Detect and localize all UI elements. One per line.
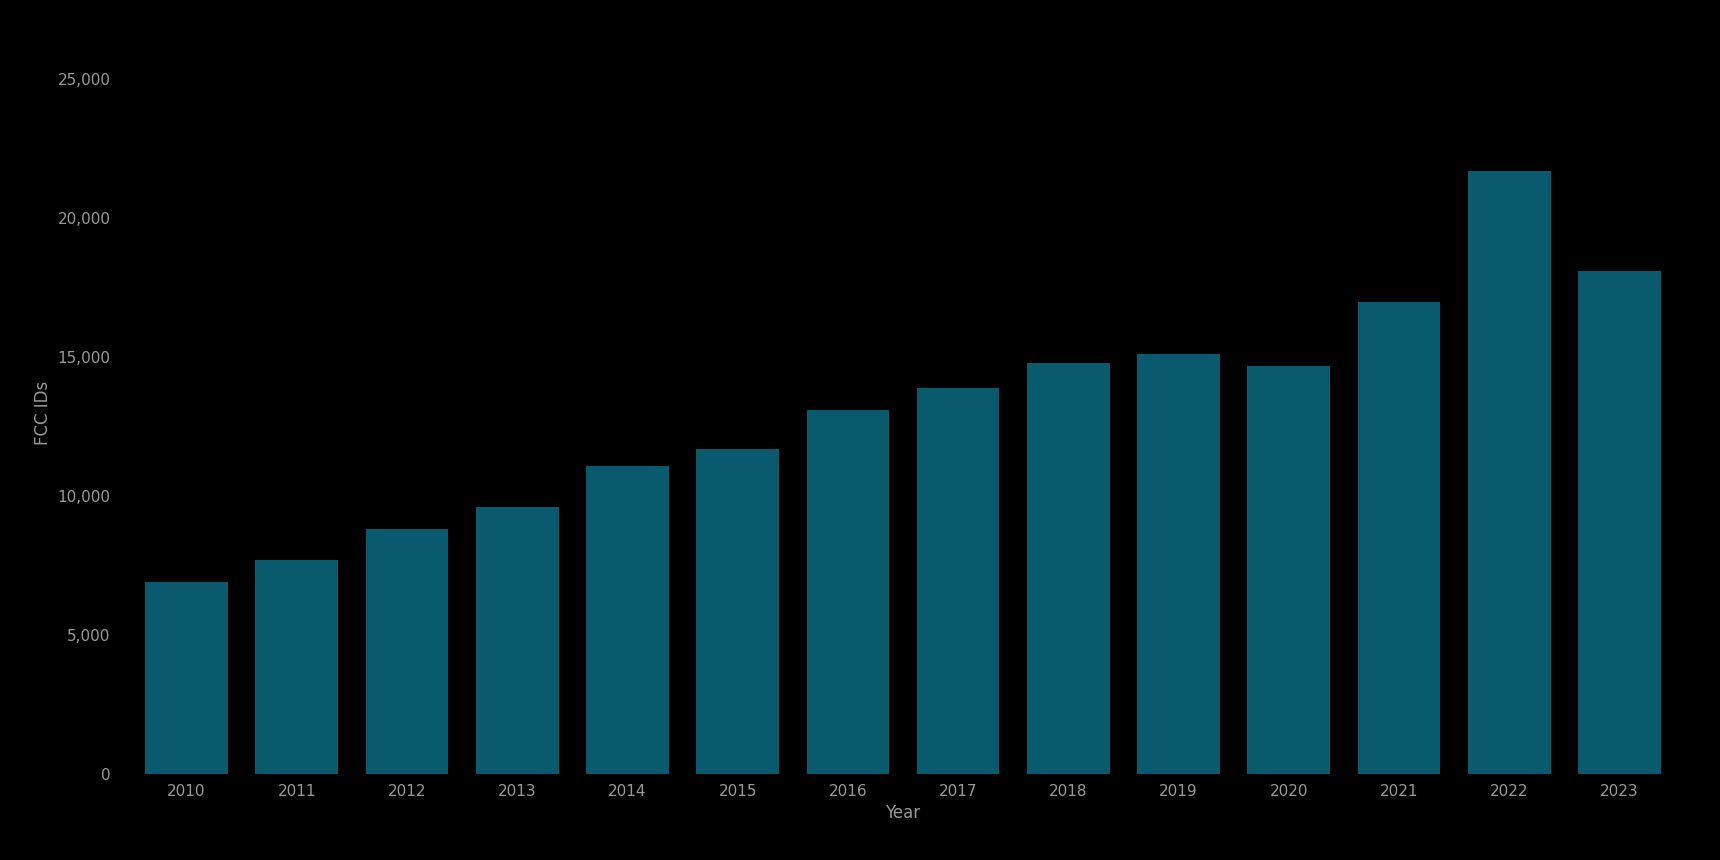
Bar (1027, 363, 1109, 774)
Bar (144, 582, 227, 774)
Y-axis label: FCC IDs: FCC IDs (34, 381, 52, 445)
Bar (587, 465, 669, 774)
Bar (697, 449, 779, 774)
Bar (1357, 302, 1440, 774)
Bar (1137, 354, 1219, 774)
Bar (1467, 171, 1550, 774)
Bar (366, 530, 449, 774)
Bar (1247, 366, 1330, 774)
Bar (256, 560, 339, 774)
X-axis label: Year: Year (886, 804, 920, 822)
Bar (807, 410, 889, 774)
Bar (1579, 271, 1662, 774)
Bar (917, 388, 999, 774)
Bar (476, 507, 559, 774)
